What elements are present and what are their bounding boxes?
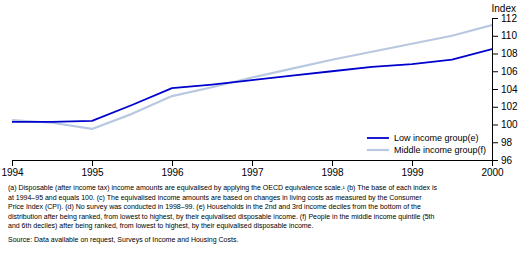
x-tick-label: 1994 bbox=[1, 167, 24, 178]
x-tick-mark bbox=[172, 160, 173, 166]
x-tick: 1995 bbox=[81, 160, 104, 178]
y-tick-mark bbox=[492, 54, 498, 55]
series-line bbox=[12, 25, 492, 129]
x-tick-label: 2000 bbox=[481, 167, 504, 178]
y-tick-mark bbox=[492, 125, 498, 126]
y-tick-mark bbox=[492, 107, 498, 108]
y-tick: 110 bbox=[492, 30, 517, 41]
y-tick-label: 102 bbox=[501, 101, 518, 112]
legend-swatch bbox=[367, 137, 389, 139]
x-tick-label: 1996 bbox=[161, 167, 184, 178]
y-tick: 102 bbox=[492, 101, 518, 112]
annotation: and 6th deciles) after being ranked, fro… bbox=[8, 222, 314, 230]
x-tick-label: 1995 bbox=[81, 167, 104, 178]
x-tick: 1998 bbox=[321, 160, 344, 178]
y-tick-label: 100 bbox=[501, 119, 518, 130]
x-tick-mark bbox=[92, 160, 93, 166]
legend-item: Middle income group(f) bbox=[367, 145, 486, 155]
y-tick-label: 112 bbox=[501, 13, 517, 24]
legend-label: Low income group(e) bbox=[394, 133, 479, 143]
x-tick-mark bbox=[412, 160, 413, 166]
x-tick: 1996 bbox=[161, 160, 184, 178]
title: Index bbox=[492, 3, 516, 14]
x-axis: 1994 1995 1996 1997 1998 1999 2000 bbox=[1, 160, 504, 178]
y-tick: 98 bbox=[492, 137, 513, 148]
y-tick-mark bbox=[492, 142, 498, 143]
y-tick-label: 108 bbox=[501, 48, 518, 59]
chart: 1994 1995 1996 1997 1998 1999 200096 98 100 102 10… bbox=[0, 0, 526, 279]
legend: Low income group(e) Middle income group(f… bbox=[367, 133, 486, 155]
plot: 1994 1995 1996 1997 1998 1999 200096 98 100 102 10… bbox=[1, 13, 518, 178]
y-tick: 104 bbox=[492, 84, 518, 95]
x-tick-label: 1999 bbox=[401, 167, 424, 178]
annotation: at 1994–95 and equals 100. (c) The equiv… bbox=[8, 194, 422, 202]
annotation: Source: Data available on request, Surve… bbox=[8, 236, 238, 244]
x-tick-mark bbox=[252, 160, 253, 166]
y-axis-line bbox=[493, 19, 499, 161]
y-tick: 96 bbox=[492, 155, 513, 166]
y-tick-mark bbox=[492, 71, 498, 72]
x-tick: 1994 bbox=[1, 160, 24, 178]
y-tick: 106 bbox=[492, 66, 518, 77]
x-tick: 1997 bbox=[241, 160, 264, 178]
x-tick-mark bbox=[12, 160, 13, 166]
x-axis-line bbox=[13, 161, 493, 167]
annotation: distribution after being ranked, from lo… bbox=[8, 213, 435, 221]
x-tick-mark bbox=[332, 160, 333, 166]
series-line bbox=[12, 49, 492, 122]
y-tick-mark bbox=[492, 89, 498, 90]
y-tick: 112 bbox=[492, 13, 517, 24]
x-tick-label: 1997 bbox=[241, 167, 264, 178]
y-tick-label: 110 bbox=[501, 30, 517, 41]
y-tick: 108 bbox=[492, 48, 518, 59]
y-tick: 100 bbox=[492, 119, 518, 130]
y-tick-mark bbox=[492, 36, 498, 37]
lines bbox=[12, 25, 492, 129]
y-tick-label: 104 bbox=[501, 84, 518, 95]
y-tick-mark bbox=[492, 160, 498, 161]
y-tick-label: 96 bbox=[501, 155, 513, 166]
legend-swatch bbox=[367, 149, 389, 151]
x-tick-label: 1998 bbox=[321, 167, 344, 178]
legend-label: Middle income group(f) bbox=[394, 145, 486, 155]
y-tick-label: 106 bbox=[501, 66, 518, 77]
x-tick: 1999 bbox=[401, 160, 424, 178]
y-axis: 96 98 100 102 104 106 108 110 112 bbox=[492, 13, 518, 166]
annotation: Price Index (CPI). (d) No survey was con… bbox=[8, 203, 421, 211]
y-tick-label: 98 bbox=[501, 137, 513, 148]
annotation: (a) Disposable (after income tax) income… bbox=[8, 184, 438, 192]
y-tick-mark bbox=[492, 18, 498, 19]
legend-item: Low income group(e) bbox=[367, 133, 479, 143]
